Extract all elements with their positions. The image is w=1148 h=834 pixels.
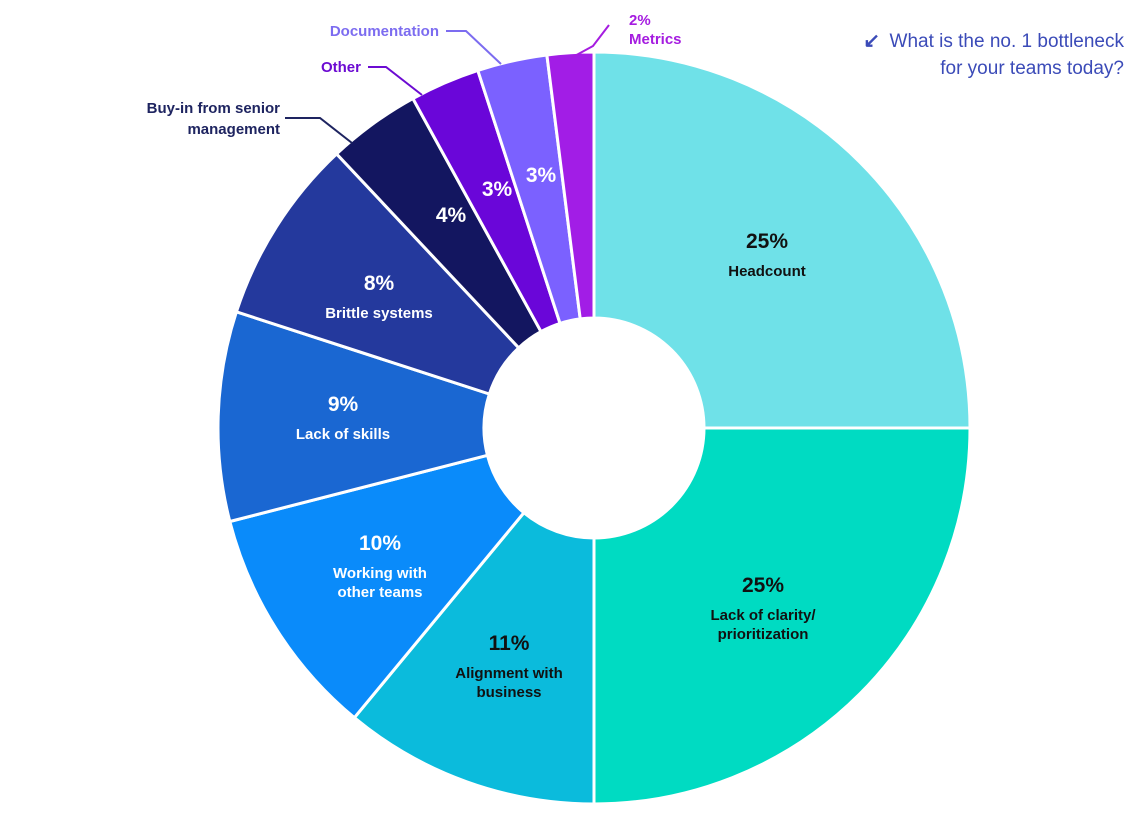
value-label-headcount: 25% — [746, 230, 788, 253]
question-line-2: for your teams today? — [940, 58, 1124, 79]
category-label-working-with-other-teams: other teams — [337, 584, 422, 601]
external-label-metrics: Metrics — [629, 31, 682, 48]
question-caption: ↙ What is the no. 1 bottleneck for your … — [824, 28, 1124, 82]
slice-working-with-other-teams — [227, 453, 526, 720]
external-label-documentation: Documentation — [330, 23, 439, 40]
category-label-alignment-with-business: business — [476, 684, 541, 701]
leader-line-buy-in-from-senior-management — [285, 117, 353, 144]
category-label-working-with-other-teams: Working with — [333, 565, 427, 582]
slice-brittle-systems — [234, 151, 521, 396]
leader-line-other — [368, 66, 423, 96]
external-label-buy-in-from-senior-management: management — [187, 121, 280, 138]
category-label-lack-of-skills: Lack of skills — [296, 426, 390, 443]
external-label-other: Other — [321, 59, 361, 76]
arrow-down-left-icon: ↙ — [863, 30, 880, 52]
slice-metrics — [545, 50, 596, 321]
category-label-alignment-with-business: Alignment with — [455, 665, 563, 682]
external-label-metrics: 2% — [629, 12, 651, 29]
category-label-lack-of-clarity-prioritization: prioritization — [718, 626, 809, 643]
value-label-other: 3% — [482, 178, 513, 201]
value-label-working-with-other-teams: 10% — [359, 532, 401, 555]
slice-alignment-with-business — [352, 510, 596, 806]
slice-lack-of-skills — [216, 309, 492, 524]
leader-line-documentation — [446, 30, 502, 65]
leader-line-metrics — [570, 24, 610, 59]
value-label-lack-of-skills: 9% — [328, 393, 359, 416]
value-label-brittle-systems: 8% — [364, 272, 395, 295]
category-label-brittle-systems: Brittle systems — [325, 305, 433, 322]
question-line-1: What is the no. 1 bottleneck — [889, 31, 1124, 52]
slice-headcount — [592, 50, 972, 430]
value-label-documentation: 3% — [526, 164, 557, 187]
value-label-lack-of-clarity-prioritization: 25% — [742, 574, 784, 597]
value-label-buy-in-from-senior-management: 4% — [436, 204, 467, 227]
category-label-lack-of-clarity-prioritization: Lack of clarity/ — [710, 607, 816, 624]
value-label-alignment-with-business: 11% — [489, 632, 530, 655]
slice-lack-of-clarity-prioritization — [592, 426, 972, 806]
external-label-buy-in-from-senior-management: Buy-in from senior — [147, 100, 281, 117]
category-label-headcount: Headcount — [728, 263, 806, 280]
